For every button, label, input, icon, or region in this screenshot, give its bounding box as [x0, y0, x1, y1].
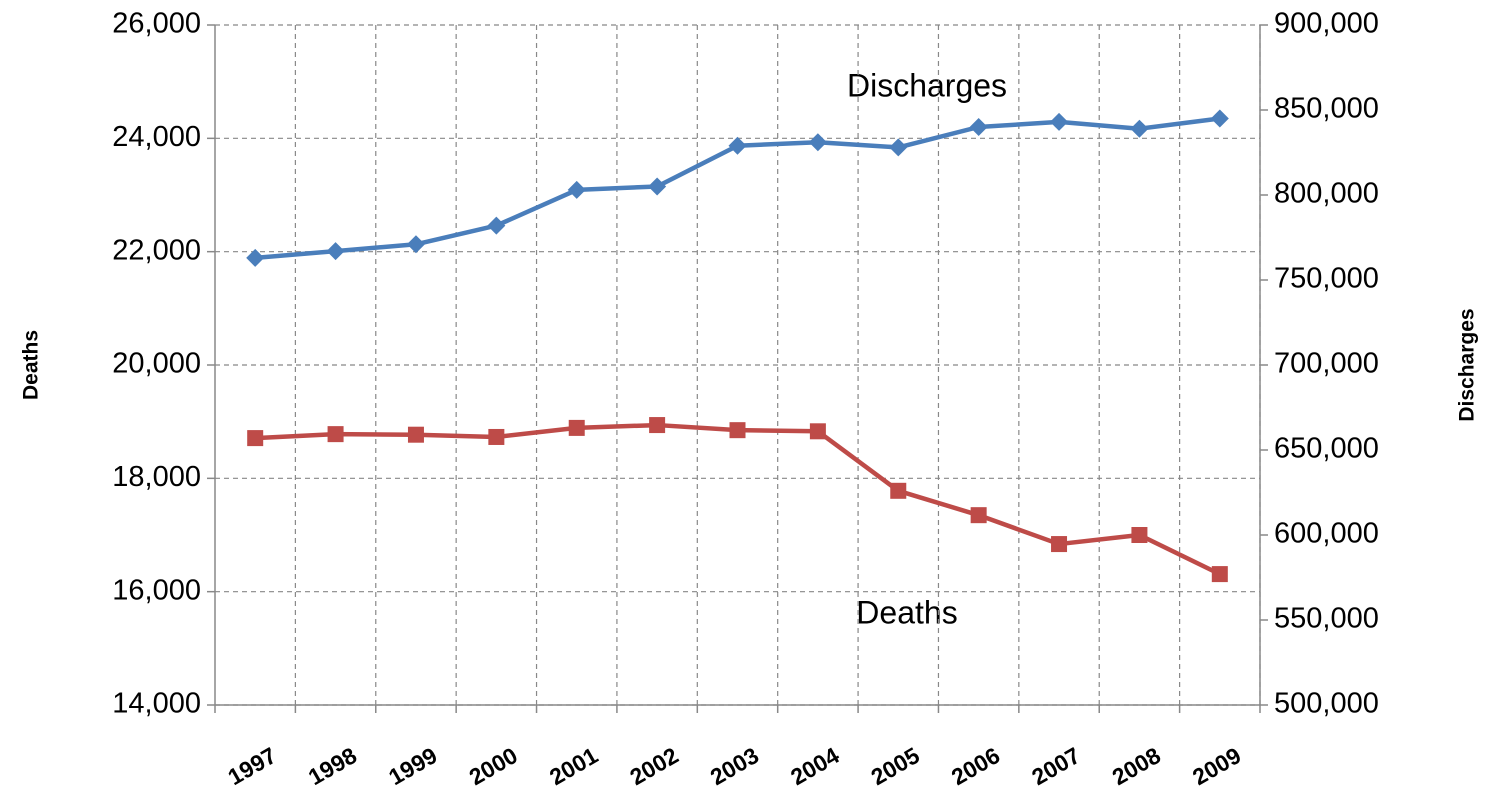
marker: [487, 216, 506, 235]
marker: [1211, 566, 1228, 583]
y-tick-label: 14,000: [112, 688, 201, 720]
marker: [969, 118, 988, 136]
marker: [568, 419, 585, 436]
y2-tick-label: 550,000: [1274, 603, 1379, 635]
y-tick-label: 22,000: [112, 234, 201, 266]
y-axis-title: Deaths: [20, 330, 43, 400]
marker: [1130, 119, 1149, 138]
x-tick-label: 1998: [304, 742, 361, 790]
marker: [488, 428, 505, 445]
marker: [407, 426, 424, 443]
x-tick-label: 2002: [625, 742, 682, 790]
x-tick-label: 2007: [1027, 742, 1084, 790]
y2-tick-label: 750,000: [1274, 263, 1379, 295]
marker: [809, 423, 826, 440]
x-tick-label: 2005: [866, 742, 923, 790]
marker: [649, 417, 666, 434]
marker: [247, 430, 264, 447]
marker: [1210, 109, 1229, 128]
annotation: Discharges: [847, 67, 1007, 103]
x-tick-label: 2009: [1188, 742, 1245, 790]
x-tick-label: 2004: [786, 742, 843, 790]
x-tick-label: 2000: [465, 742, 522, 790]
marker: [970, 507, 987, 524]
x-tick-label: 1997: [223, 742, 280, 790]
y-tick-label: 26,000: [112, 8, 201, 40]
x-tick-label: 2008: [1108, 742, 1165, 790]
marker: [890, 482, 907, 499]
marker: [567, 180, 586, 199]
marker: [327, 426, 344, 443]
y2-tick-label: 800,000: [1274, 178, 1379, 210]
marker: [1051, 536, 1068, 553]
y-tick-label: 18,000: [112, 461, 201, 493]
marker: [889, 138, 908, 157]
y-tick-label: 24,000: [112, 121, 201, 153]
marker: [406, 235, 425, 254]
x-tick-label: 2006: [947, 742, 1004, 790]
y2-axis-title: Discharges: [1456, 308, 1479, 421]
marker: [1050, 112, 1069, 131]
y2-tick-label: 600,000: [1274, 518, 1379, 550]
x-tick-label: 2003: [706, 742, 763, 790]
line: [255, 422, 1221, 577]
y2-tick-label: 850,000: [1274, 93, 1379, 125]
marker: [729, 422, 746, 439]
y2-tick-label: 650,000: [1274, 433, 1379, 465]
marker: [246, 248, 265, 267]
x-tick-label: 2001: [545, 742, 602, 790]
y2-tick-label: 500,000: [1274, 688, 1379, 720]
y2-tick-label: 700,000: [1274, 348, 1379, 380]
y2-tick-label: 900,000: [1274, 8, 1379, 40]
marker: [648, 177, 667, 196]
x-tick-label: 1999: [384, 742, 441, 790]
marker: [808, 133, 827, 152]
y-tick-label: 20,000: [112, 348, 201, 380]
annotation: Deaths: [856, 594, 957, 630]
y-tick-label: 16,000: [112, 574, 201, 606]
marker: [326, 242, 345, 261]
marker: [728, 136, 747, 155]
marker: [1131, 527, 1148, 543]
